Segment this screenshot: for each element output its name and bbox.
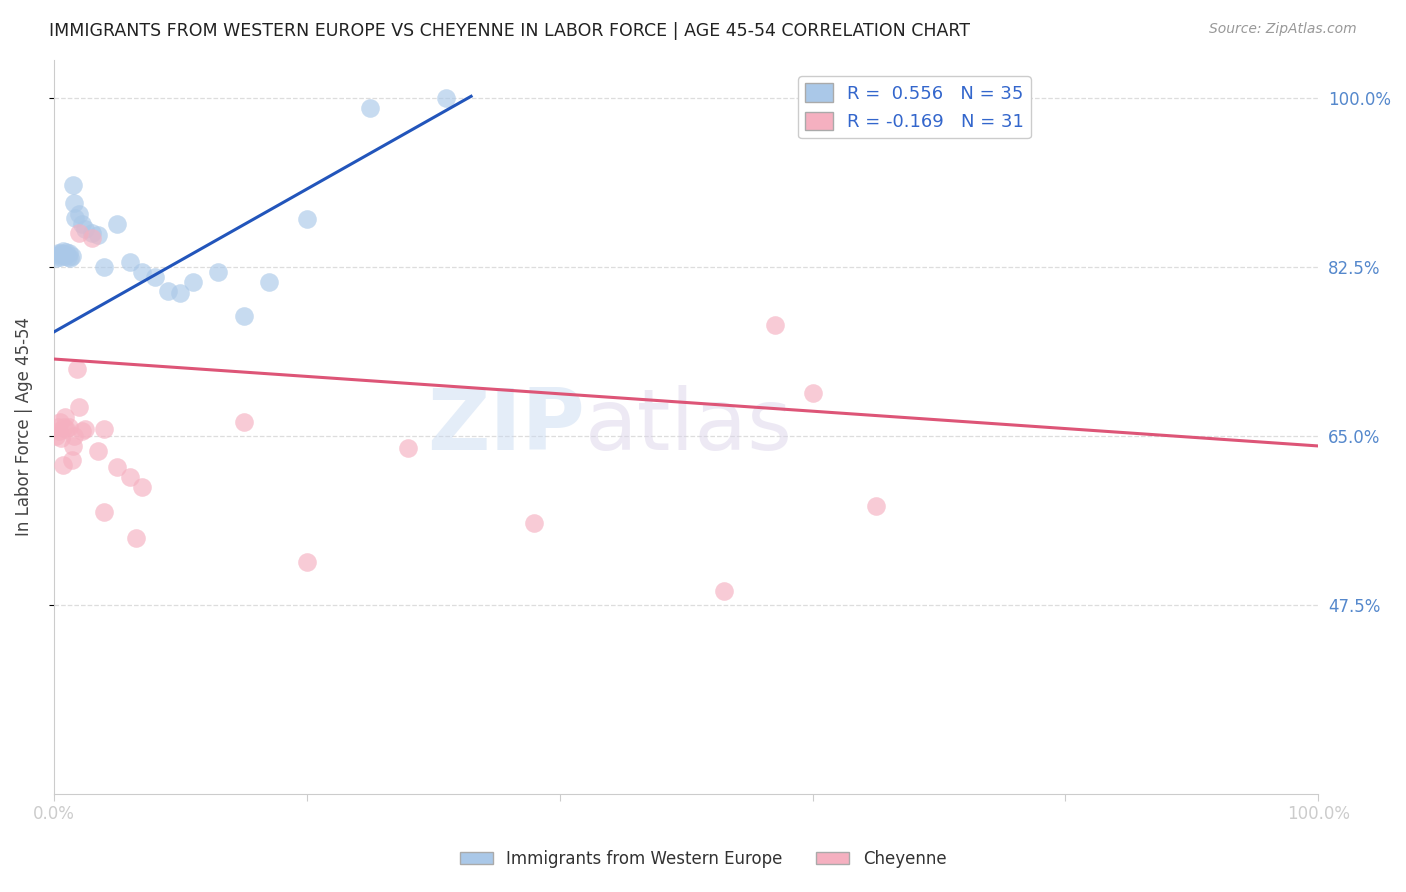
- Legend: Immigrants from Western Europe, Cheyenne: Immigrants from Western Europe, Cheyenne: [453, 844, 953, 875]
- Point: [46, 419, 69, 434]
- Point: [763, 318, 786, 333]
- Point: [118, 470, 141, 484]
- Point: [181, 275, 204, 289]
- Point: [63, 195, 86, 210]
- Point: [60, 453, 83, 467]
- Point: [396, 441, 419, 455]
- Point: [87, 443, 110, 458]
- Point: [125, 531, 148, 545]
- Point: [80, 227, 103, 241]
- Point: [65, 361, 87, 376]
- Point: [67, 401, 90, 415]
- Point: [67, 227, 90, 241]
- Point: [52, 246, 75, 260]
- Point: [80, 231, 103, 245]
- Point: [93, 260, 115, 275]
- Point: [67, 207, 90, 221]
- Point: [53, 249, 76, 263]
- Point: [62, 439, 84, 453]
- Point: [49, 250, 72, 264]
- Point: [65, 211, 87, 225]
- Point: [118, 255, 141, 269]
- Point: [232, 415, 254, 429]
- Point: [207, 265, 229, 279]
- Legend: R =  0.556   N = 35, R = -0.169   N = 31: R = 0.556 N = 35, R = -0.169 N = 31: [799, 76, 1031, 138]
- Point: [59, 251, 82, 265]
- Point: [46, 245, 69, 260]
- Point: [865, 499, 887, 513]
- Point: [713, 583, 735, 598]
- Point: [45, 429, 67, 443]
- Point: [105, 460, 128, 475]
- Point: [156, 285, 179, 299]
- Point: [62, 178, 84, 193]
- Y-axis label: In Labor Force | Age 45-54: In Labor Force | Age 45-54: [15, 318, 32, 536]
- Point: [75, 421, 97, 435]
- Text: ZIP: ZIP: [427, 385, 585, 468]
- Point: [169, 286, 191, 301]
- Point: [295, 555, 318, 569]
- Point: [801, 385, 824, 400]
- Point: [56, 250, 79, 264]
- Point: [359, 101, 381, 115]
- Text: IMMIGRANTS FROM WESTERN EUROPE VS CHEYENNE IN LABOR FORCE | AGE 45-54 CORRELATIO: IMMIGRANTS FROM WESTERN EUROPE VS CHEYEN…: [49, 22, 970, 40]
- Point: [131, 265, 153, 279]
- Point: [70, 217, 93, 231]
- Point: [105, 217, 128, 231]
- Point: [58, 245, 80, 260]
- Point: [55, 421, 77, 435]
- Point: [60, 249, 83, 263]
- Point: [49, 415, 72, 429]
- Point: [93, 421, 115, 435]
- Point: [63, 429, 86, 443]
- Point: [52, 244, 75, 258]
- Point: [45, 251, 67, 265]
- Point: [53, 409, 76, 424]
- Point: [87, 228, 110, 243]
- Point: [51, 245, 73, 260]
- Point: [295, 211, 318, 226]
- Point: [52, 419, 75, 434]
- Point: [70, 425, 93, 439]
- Point: [257, 275, 280, 289]
- Text: atlas: atlas: [585, 385, 793, 468]
- Point: [434, 91, 457, 105]
- Text: Source: ZipAtlas.com: Source: ZipAtlas.com: [1209, 22, 1357, 37]
- Point: [143, 269, 166, 284]
- Point: [48, 248, 70, 262]
- Point: [131, 479, 153, 493]
- Point: [51, 431, 73, 445]
- Point: [523, 516, 546, 531]
- Point: [48, 425, 70, 439]
- Point: [52, 458, 75, 473]
- Point: [75, 221, 97, 235]
- Point: [55, 244, 77, 259]
- Point: [93, 505, 115, 519]
- Point: [232, 309, 254, 323]
- Point: [58, 419, 80, 434]
